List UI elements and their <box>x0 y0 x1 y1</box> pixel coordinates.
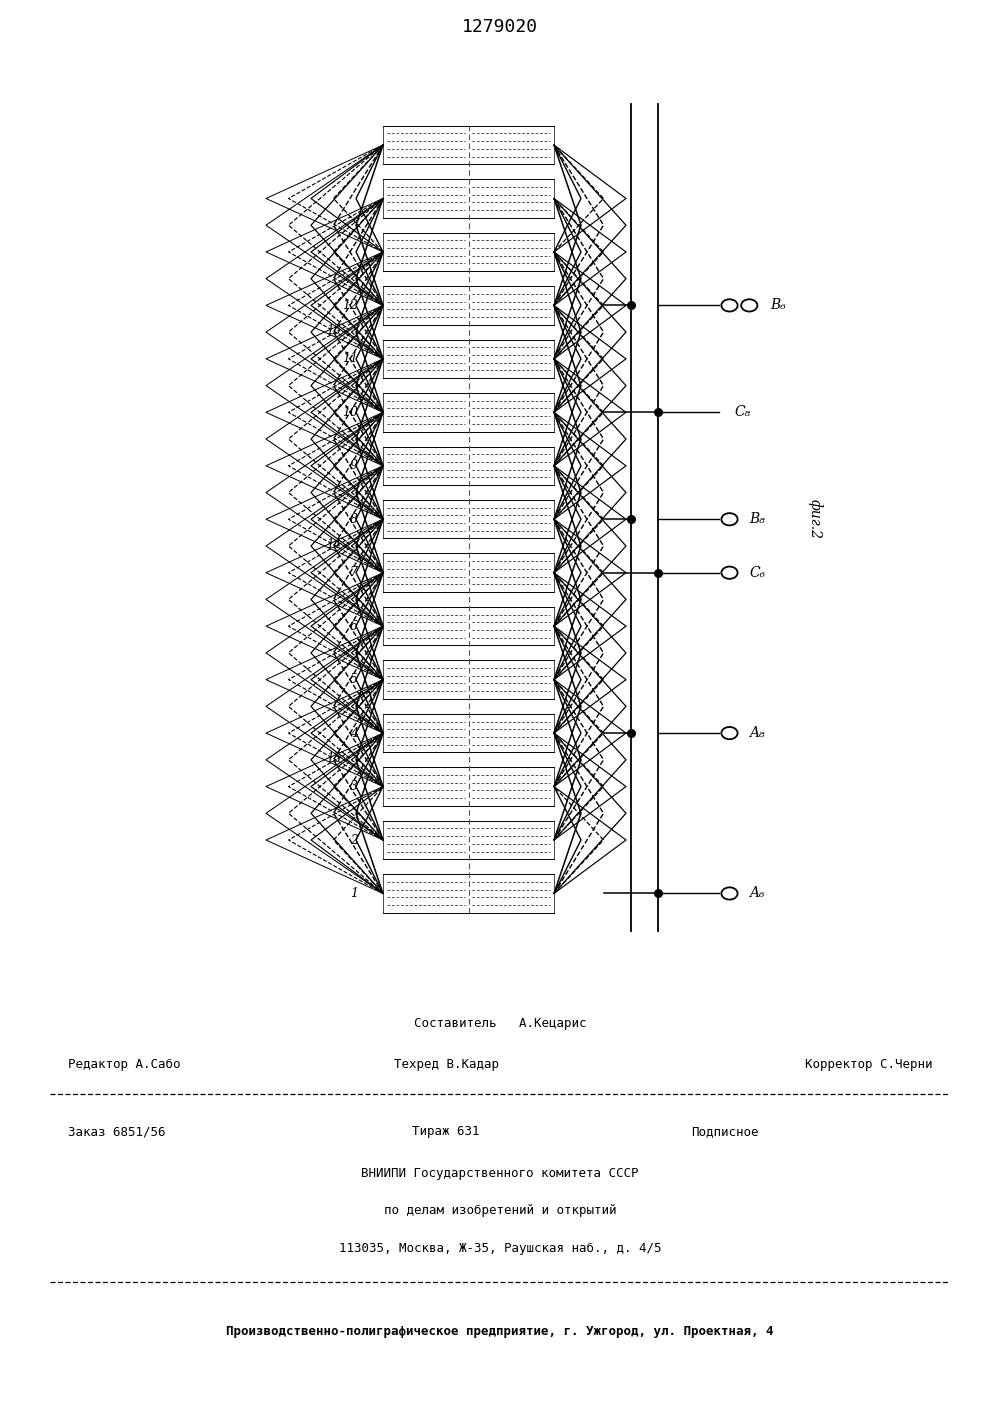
Text: Техред В.Кадар: Техред В.Кадар <box>394 1059 499 1072</box>
Text: Тираж 631: Тираж 631 <box>412 1126 480 1138</box>
Text: A₈: A₈ <box>749 727 765 740</box>
Text: C₆: C₆ <box>749 566 766 580</box>
Text: A₆: A₆ <box>749 887 765 901</box>
Text: 14: 14 <box>327 537 342 551</box>
Text: C₈: C₈ <box>734 406 750 420</box>
Text: Производственно-полиграфическое предприятие, г. Ужгород, ул. Проектная, 4: Производственно-полиграфическое предприя… <box>226 1325 774 1338</box>
Text: 2: 2 <box>350 833 358 847</box>
Text: B₈: B₈ <box>749 512 765 526</box>
Text: 5: 5 <box>350 673 358 686</box>
Text: B₆: B₆ <box>770 298 786 312</box>
Text: 9: 9 <box>350 460 358 472</box>
Text: Составитель   А.Кецарис: Составитель А.Кецарис <box>414 1017 586 1029</box>
Text: по делам изобретений и открытий: по делам изобретений и открытий <box>384 1205 616 1217</box>
Text: фиг.2: фиг.2 <box>808 499 822 539</box>
Text: Заказ 6851/56: Заказ 6851/56 <box>68 1126 166 1138</box>
Text: Корректор С.Черни: Корректор С.Черни <box>805 1059 932 1072</box>
Text: 15: 15 <box>327 324 342 337</box>
Text: 8: 8 <box>350 513 358 526</box>
Text: 7: 7 <box>350 566 358 580</box>
Text: 10: 10 <box>342 406 358 419</box>
Text: 1279020: 1279020 <box>462 18 538 35</box>
Text: 1: 1 <box>350 887 358 899</box>
Text: 4: 4 <box>350 727 358 740</box>
Text: ВНИИПИ Государственного комитета СССР: ВНИИПИ Государственного комитета СССР <box>361 1167 639 1179</box>
Text: 13: 13 <box>327 752 342 765</box>
Text: 12: 12 <box>342 298 358 312</box>
Text: Подписное: Подписное <box>691 1126 759 1138</box>
Text: 6: 6 <box>350 619 358 632</box>
Text: 11: 11 <box>342 352 358 365</box>
Text: Редактор А.Сабо: Редактор А.Сабо <box>68 1059 180 1072</box>
Text: 113035, Москва, Ж-35, Раушская наб., д. 4/5: 113035, Москва, Ж-35, Раушская наб., д. … <box>339 1241 661 1254</box>
Text: 3: 3 <box>350 781 358 793</box>
